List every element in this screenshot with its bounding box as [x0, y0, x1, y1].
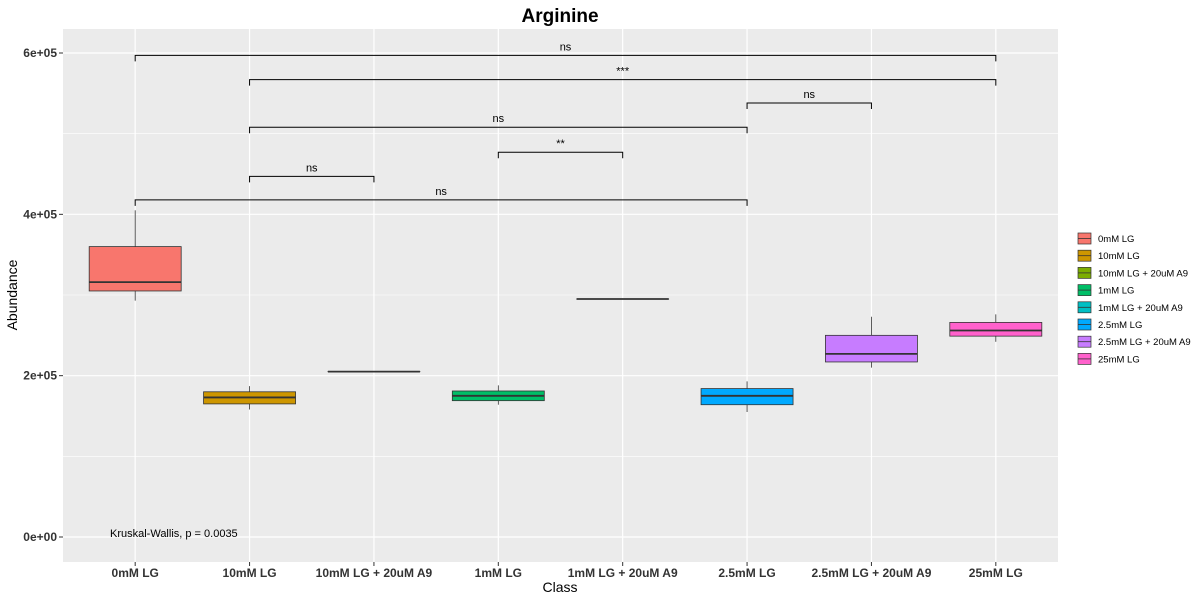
legend-label: 25mM LG	[1098, 354, 1140, 365]
legend-label: 10mM LG + 20uM A9	[1098, 268, 1188, 279]
bracket: ***	[249, 66, 997, 86]
legend-item: 10mM LG + 20uM A9	[1077, 267, 1188, 279]
bracket-label: ns	[306, 162, 318, 174]
grid-minor	[63, 133, 1058, 457]
box-2-5mm-lg-20um-a9	[825, 316, 918, 368]
bracket-line	[497, 151, 624, 159]
box-10mm-lg	[203, 386, 296, 410]
legend-item: 10mM LG	[1077, 249, 1140, 262]
box-rect	[949, 322, 1043, 337]
y-axis: 0e+00 2e+05 4e+05 6e+05	[23, 46, 63, 544]
x-tick-label: 0mM LG	[112, 566, 159, 580]
bracket-line	[746, 102, 872, 110]
chart-title: Arginine	[521, 6, 598, 27]
bracket-label: **	[556, 138, 565, 150]
box-25mm-lg	[949, 314, 1043, 342]
legend-item: 1mM LG	[1077, 284, 1134, 297]
bracket-label: ns	[435, 186, 447, 198]
significance-brackets: ns *** ns ns ** ns ns	[134, 41, 997, 206]
legend-item: 25mM LG	[1077, 353, 1140, 365]
legend-item: 0mM LG	[1077, 232, 1134, 245]
bracket-label: ns	[493, 113, 505, 125]
annotation-text: Kruskal-Wallis, p = 0.0035	[110, 528, 238, 540]
y-tick-label: 2e+05	[23, 369, 57, 383]
plot-panel	[63, 29, 1058, 562]
legend: 0mM LG 10mM LG 10mM LG + 20uM A9 1mM LG 1mM …	[1077, 232, 1191, 365]
bracket-line	[134, 199, 748, 206]
bracket-label: ***	[616, 66, 630, 78]
bracket: ns	[134, 186, 748, 206]
legend-label: 1mM LG	[1098, 286, 1134, 297]
legend-label: 10mM LG	[1098, 251, 1140, 262]
bracket-label: ns	[560, 41, 572, 53]
boxes	[88, 210, 1043, 412]
x-tick-label: 10mM LG + 20uM A9	[316, 566, 433, 580]
grid-major	[63, 29, 1058, 562]
legend-label: 1mM LG + 20uM A9	[1098, 303, 1183, 314]
bracket: ns	[746, 89, 872, 110]
bracket: ns	[249, 162, 375, 183]
box-1mm-lg	[451, 385, 545, 405]
legend-item: 2.5mM LG	[1077, 318, 1142, 331]
bracket-label: ns	[803, 89, 815, 101]
legend-item: 2.5mM LG + 20uM A9	[1077, 335, 1191, 348]
bracket: ns	[134, 41, 997, 62]
y-tick-label: 4e+05	[23, 207, 57, 221]
bracket-line	[249, 79, 997, 86]
x-tick-label: 2.5mM LG	[718, 566, 775, 580]
bracket-line	[249, 126, 748, 134]
y-tick-label: 0e+00	[23, 530, 57, 544]
legend-label: 2.5mM LG	[1098, 320, 1142, 331]
bracket: **	[497, 138, 624, 159]
legend-label: 2.5mM LG + 20uM A9	[1098, 337, 1191, 348]
bracket-line	[249, 175, 375, 183]
legend-label: 0mM LG	[1098, 234, 1134, 245]
x-tick-label: 1mM LG + 20uM A9	[568, 566, 678, 580]
x-axis-title: Class	[542, 579, 577, 595]
bracket: ns	[249, 113, 748, 134]
bracket-line	[134, 54, 997, 62]
x-tick-label: 25mM LG	[969, 566, 1023, 580]
box-2-5mm-lg	[700, 381, 794, 412]
box-rect	[88, 246, 182, 292]
x-tick-label: 10mM LG	[223, 566, 277, 580]
x-tick-label: 2.5mM LG + 20uM A9	[811, 566, 931, 580]
x-tick-label: 1mM LG	[475, 566, 522, 580]
x-axis: 0mM LG 10mM LG 10mM LG + 20uM A9 1mM LG 1mM …	[112, 562, 1023, 580]
y-axis-title: Abundance	[4, 259, 20, 330]
y-tick-label: 6e+05	[23, 46, 57, 60]
box-0mm-lg	[88, 210, 182, 301]
box-rect	[825, 334, 918, 363]
legend-item: 1mM LG + 20uM A9	[1077, 301, 1183, 314]
